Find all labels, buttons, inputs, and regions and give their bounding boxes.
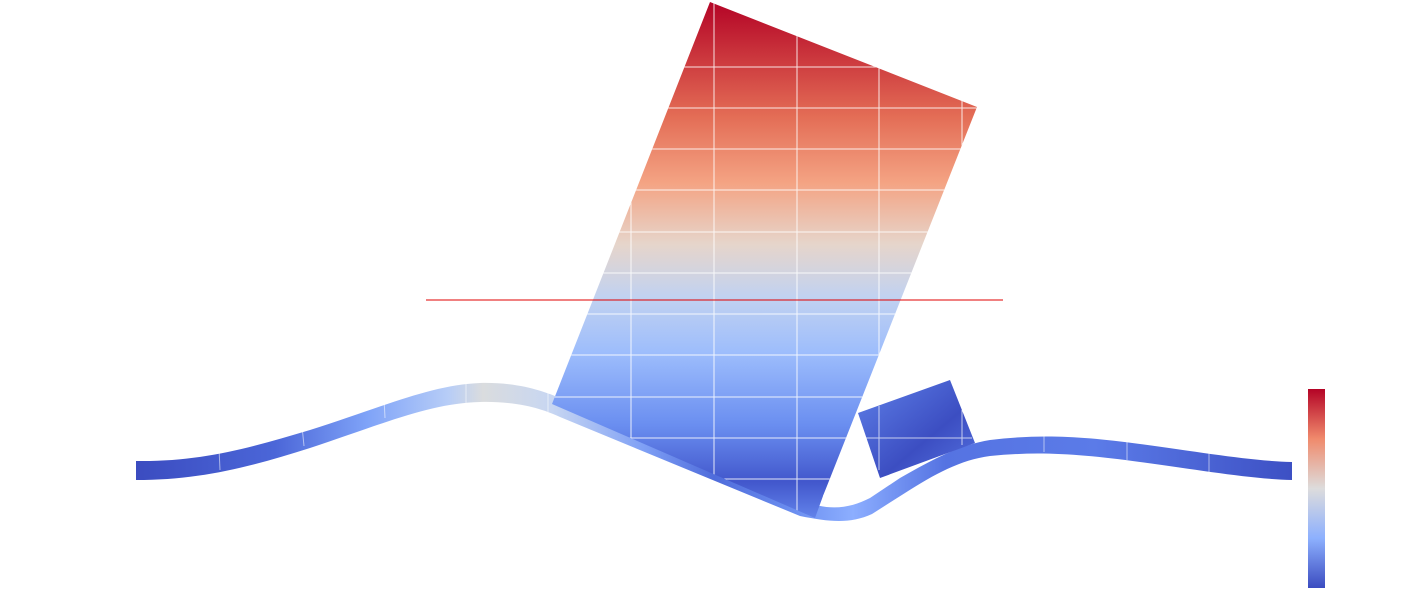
small-flap — [858, 380, 975, 478]
ribbon-mesh — [218, 384, 1210, 472]
tilted-block — [552, 2, 977, 518]
colorbar-tick — [1325, 490, 1330, 491]
colorbar — [1308, 389, 1325, 588]
colorbar-tick — [1325, 539, 1330, 540]
deformed-ribbon — [136, 382, 1292, 521]
flap-mesh — [862, 406, 972, 470]
gap-notch — [823, 412, 882, 496]
colorbar-tick — [1325, 441, 1330, 442]
